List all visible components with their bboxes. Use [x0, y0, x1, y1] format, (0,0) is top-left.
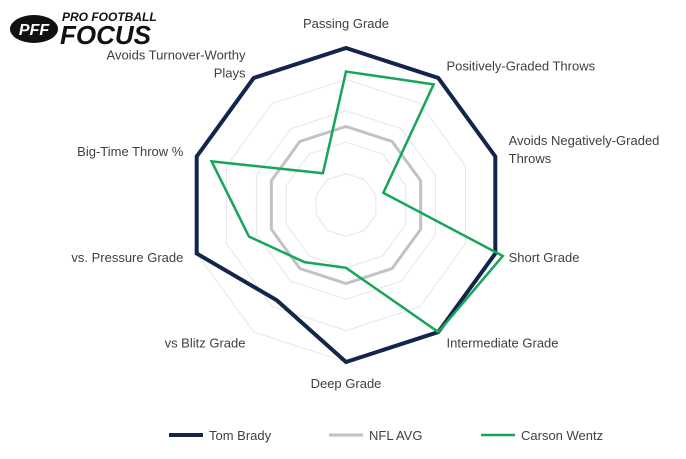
grid-ring — [315, 173, 377, 237]
legend-item-nfl-avg: NFL AVG — [329, 428, 422, 443]
grid-ring — [255, 110, 437, 300]
pff-logo-mark-text: PFF — [19, 22, 50, 39]
legend-label: Carson Wentz — [521, 428, 603, 443]
legend-label: NFL AVG — [369, 428, 422, 443]
axis-label-line: Throws — [509, 151, 552, 166]
axis-label-line: Positively-Graded Throws — [447, 59, 596, 74]
series-line-carson-wentz — [209, 70, 505, 334]
series-line-nfl-avg — [269, 124, 423, 286]
grid-ring — [226, 78, 466, 332]
legend-item-tom-brady: Tom Brady — [169, 428, 272, 443]
axis-label-line: Avoids Negatively-Graded — [509, 133, 660, 148]
axis-label: Positively-Graded Throws — [447, 59, 596, 74]
pff-logo-line1: PRO FOOTBALL — [62, 10, 157, 24]
axis-label: Avoids Negatively-Graded Throws — [509, 133, 660, 166]
grid-ring — [285, 141, 407, 269]
pff-logo-mark: PFF — [10, 15, 58, 43]
axis-label: Deep Grade — [311, 376, 382, 391]
legend-label: Tom Brady — [209, 428, 272, 443]
axis-label: vs Blitz Grade — [165, 335, 246, 350]
axis-label-line: Short Grade — [509, 250, 580, 265]
axis-label-line: vs Blitz Grade — [165, 335, 246, 350]
legend-item-carson-wentz: Carson Wentz — [481, 428, 603, 443]
chart-legend: Tom Brady NFL AVG Carson Wentz — [169, 428, 603, 443]
axis-label: Intermediate Grade — [447, 335, 559, 350]
axis-label: Avoids Turnover-Worthy Plays — [107, 48, 246, 81]
pff-logo-line2: FOCUS — [60, 20, 152, 48]
axis-label-line: Avoids Turnover-Worthy — [107, 48, 246, 63]
axis-label: Short Grade — [509, 250, 580, 265]
axis-labels: Passing Grade Positively-Graded Throws Avo… — [71, 16, 659, 391]
axis-label-line: Big-Time Throw % — [77, 144, 184, 159]
axis-label: Big-Time Throw % — [77, 144, 184, 159]
pff-logo: PFF PRO FOOTBALL FOCUS — [10, 10, 157, 48]
radar-series — [194, 45, 505, 365]
axis-label: vs. Pressure Grade — [71, 250, 183, 265]
axis-label-line: Deep Grade — [311, 376, 382, 391]
axis-label-line: Intermediate Grade — [447, 335, 559, 350]
axis-label-line: vs. Pressure Grade — [71, 250, 183, 265]
axis-label: Passing Grade — [303, 16, 389, 31]
series-line-tom-brady — [194, 45, 498, 365]
axis-label-line: Plays — [214, 66, 246, 81]
axis-label-line: Passing Grade — [303, 16, 389, 31]
